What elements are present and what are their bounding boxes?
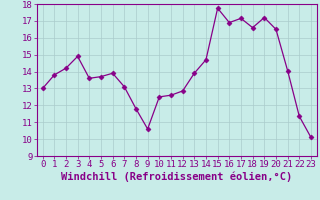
- X-axis label: Windchill (Refroidissement éolien,°C): Windchill (Refroidissement éolien,°C): [61, 172, 292, 182]
